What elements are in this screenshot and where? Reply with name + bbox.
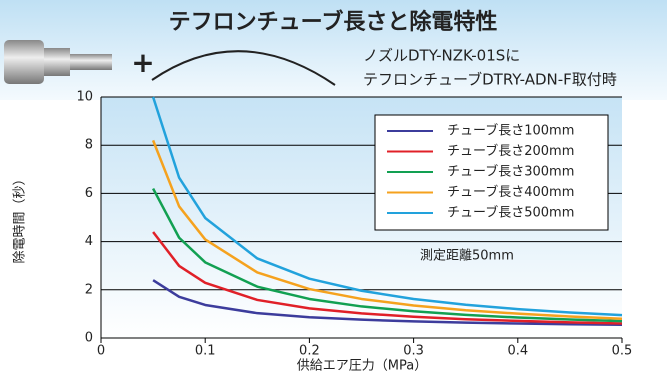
y-tick-label: 8 [85, 138, 93, 153]
y-tick-label: 6 [85, 186, 93, 201]
annotation: 測定距離50mm [420, 249, 514, 264]
y-tick-label: 4 [85, 234, 93, 249]
legend-label: チューブ長さ400mm [447, 184, 574, 200]
line-series [152, 279, 623, 326]
x-tick-label: 0.2 [299, 344, 320, 359]
line-series [151, 187, 623, 323]
line-series [152, 231, 623, 325]
y-tick-label: 0 [85, 331, 93, 346]
legend-label: チューブ長さ200mm [447, 143, 574, 159]
nozzle-icon [4, 40, 112, 84]
y-tick-label: 10 [76, 90, 93, 105]
x-tick-label: 0.5 [612, 344, 633, 359]
x-tick-label: 0.1 [195, 344, 216, 359]
legend-label: チューブ長さ300mm [447, 164, 574, 180]
tube-arc [151, 50, 336, 86]
x-tick-label: 0.3 [403, 344, 424, 359]
y-axis-label: 除電時間（秒） [13, 172, 28, 263]
x-axis-label: 供給エア圧力（MPa） [297, 359, 427, 374]
plus-sign: + [131, 46, 154, 79]
y-tick-label: 2 [85, 282, 93, 297]
x-tick-label: 0.4 [507, 344, 528, 359]
legend-label: チューブ長さ500mm [447, 205, 574, 221]
line-series [151, 139, 623, 320]
legend-label: チューブ長さ100mm [447, 123, 574, 139]
chart-title: テフロンチューブ長さと除電特性 [169, 9, 498, 35]
line-series [151, 96, 623, 317]
annotation: ノズルDTY-NZK-01Sに [363, 47, 520, 65]
annotation: テフロンチューブDTRY-ADN-F取付時 [363, 71, 617, 89]
x-tick-label: 0 [97, 344, 105, 359]
